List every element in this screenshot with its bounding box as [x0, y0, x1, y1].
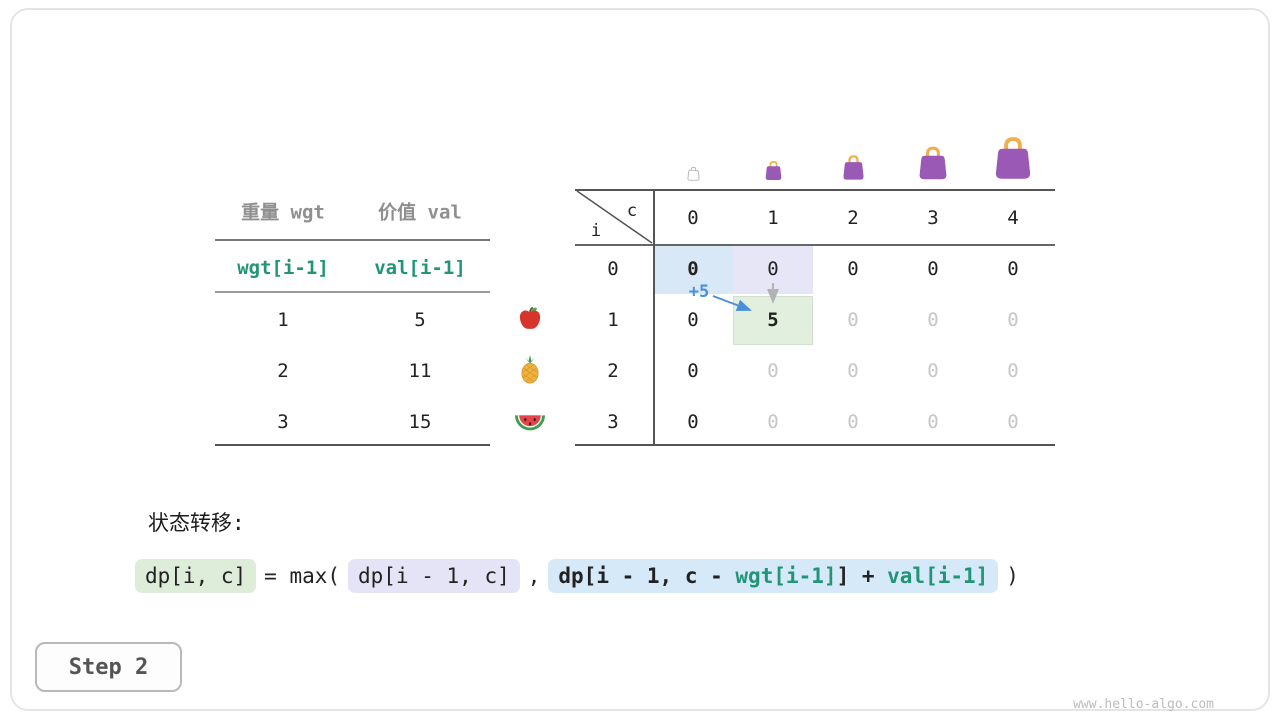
- site-watermark: www.hello-algo.com: [1073, 697, 1214, 712]
- formula-take-wgt: wgt[i-1]: [735, 564, 837, 588]
- dp-row-header: 1: [607, 309, 619, 331]
- item-2-weight: 2: [277, 360, 289, 382]
- step-badge: Step 2: [35, 642, 182, 692]
- dp-col-header: 3: [927, 207, 939, 229]
- dp-col-header: 4: [1007, 207, 1019, 229]
- items-col-weight-header: 重量 wgt: [241, 201, 325, 224]
- transition-label: 状态转移:: [148, 511, 245, 535]
- dp-cell: 0: [687, 360, 699, 382]
- dp-cell: 0: [847, 360, 859, 382]
- formula-take-mid: ] +: [836, 564, 888, 588]
- dp-cell: 0: [847, 309, 859, 331]
- dp-cell: 0: [1007, 411, 1019, 433]
- formula-take-token: dp[i - 1, c - wgt[i-1]] + val[i-1]: [548, 559, 999, 593]
- formula-keep-token: dp[i - 1, c]: [348, 559, 520, 593]
- dp-table-bottom-border: [575, 444, 1055, 446]
- dp-row-header: 2: [607, 360, 619, 382]
- dp-row-header: 0: [607, 258, 619, 280]
- dp-col-header: 2: [847, 207, 859, 229]
- formula-take-prefix: dp[i - 1, c -: [558, 564, 736, 588]
- dp-cell: 0: [847, 258, 859, 280]
- items-table-formula-divider: [215, 291, 490, 293]
- formula-take-val: val[i-1]: [887, 564, 989, 588]
- dp-table-top-border: [575, 189, 1055, 191]
- bag-capacity-3-icon: [915, 145, 951, 181]
- watermelon-icon: [513, 406, 547, 436]
- items-table-bottom-divider: [215, 444, 490, 446]
- step-badge-label: Step 2: [68, 654, 149, 680]
- dp-cell: 0: [767, 411, 779, 433]
- figure-border: [10, 8, 1270, 711]
- apple-icon: [516, 304, 544, 332]
- transition-formula: dp[i, c] = max( dp[i - 1, c] , dp[i - 1,…: [135, 559, 1019, 593]
- formula-result-token: dp[i, c]: [135, 559, 257, 593]
- dp-cell: 5: [767, 309, 779, 331]
- item-3-value: 15: [408, 411, 432, 433]
- pineapple-icon: [515, 354, 545, 384]
- items-val-formula: val[i-1]: [374, 257, 466, 279]
- items-table-header-divider: [215, 239, 490, 241]
- items-col-value-header: 价值 val: [378, 201, 462, 224]
- item-1-weight: 1: [277, 309, 289, 331]
- formula-equals-max: = max(: [264, 564, 341, 588]
- dp-row-header: 3: [607, 411, 619, 433]
- dp-cell: 0: [1007, 360, 1019, 382]
- dp-cell: 0: [687, 258, 699, 280]
- dp-cell: 0: [927, 360, 939, 382]
- item-3-weight: 3: [277, 411, 289, 433]
- dp-table-vertical-border: [653, 189, 655, 446]
- dp-cell: 0: [767, 360, 779, 382]
- add-value-annotation: +5: [688, 282, 710, 302]
- item-2-value: 11: [408, 360, 432, 382]
- formula-close-paren: ): [1006, 564, 1019, 588]
- dp-cell: 0: [927, 258, 939, 280]
- highlight-source-cell-blue: [655, 245, 733, 294]
- dp-cell: 0: [687, 309, 699, 331]
- dp-cell: 0: [847, 411, 859, 433]
- dp-cell: 0: [1007, 258, 1019, 280]
- bag-capacity-4-icon: [990, 135, 1036, 181]
- dp-cell: 0: [1007, 309, 1019, 331]
- dp-cell: 0: [927, 411, 939, 433]
- dp-cell: 0: [927, 309, 939, 331]
- bag-capacity-1-icon: [763, 160, 784, 181]
- dp-corner-col-label: c: [626, 201, 638, 221]
- bag-capacity-0-icon: [686, 166, 701, 181]
- dp-cell: 0: [767, 258, 779, 280]
- item-1-value: 5: [414, 309, 426, 331]
- dp-cell: 0: [687, 411, 699, 433]
- formula-comma: ,: [527, 564, 541, 588]
- items-wgt-formula: wgt[i-1]: [237, 257, 329, 279]
- dp-table-header-divider: [575, 244, 1055, 246]
- bag-capacity-2-icon: [840, 154, 867, 181]
- dp-corner-row-label: i: [590, 221, 602, 241]
- dp-col-header: 0: [687, 207, 699, 229]
- dp-col-header: 1: [767, 207, 779, 229]
